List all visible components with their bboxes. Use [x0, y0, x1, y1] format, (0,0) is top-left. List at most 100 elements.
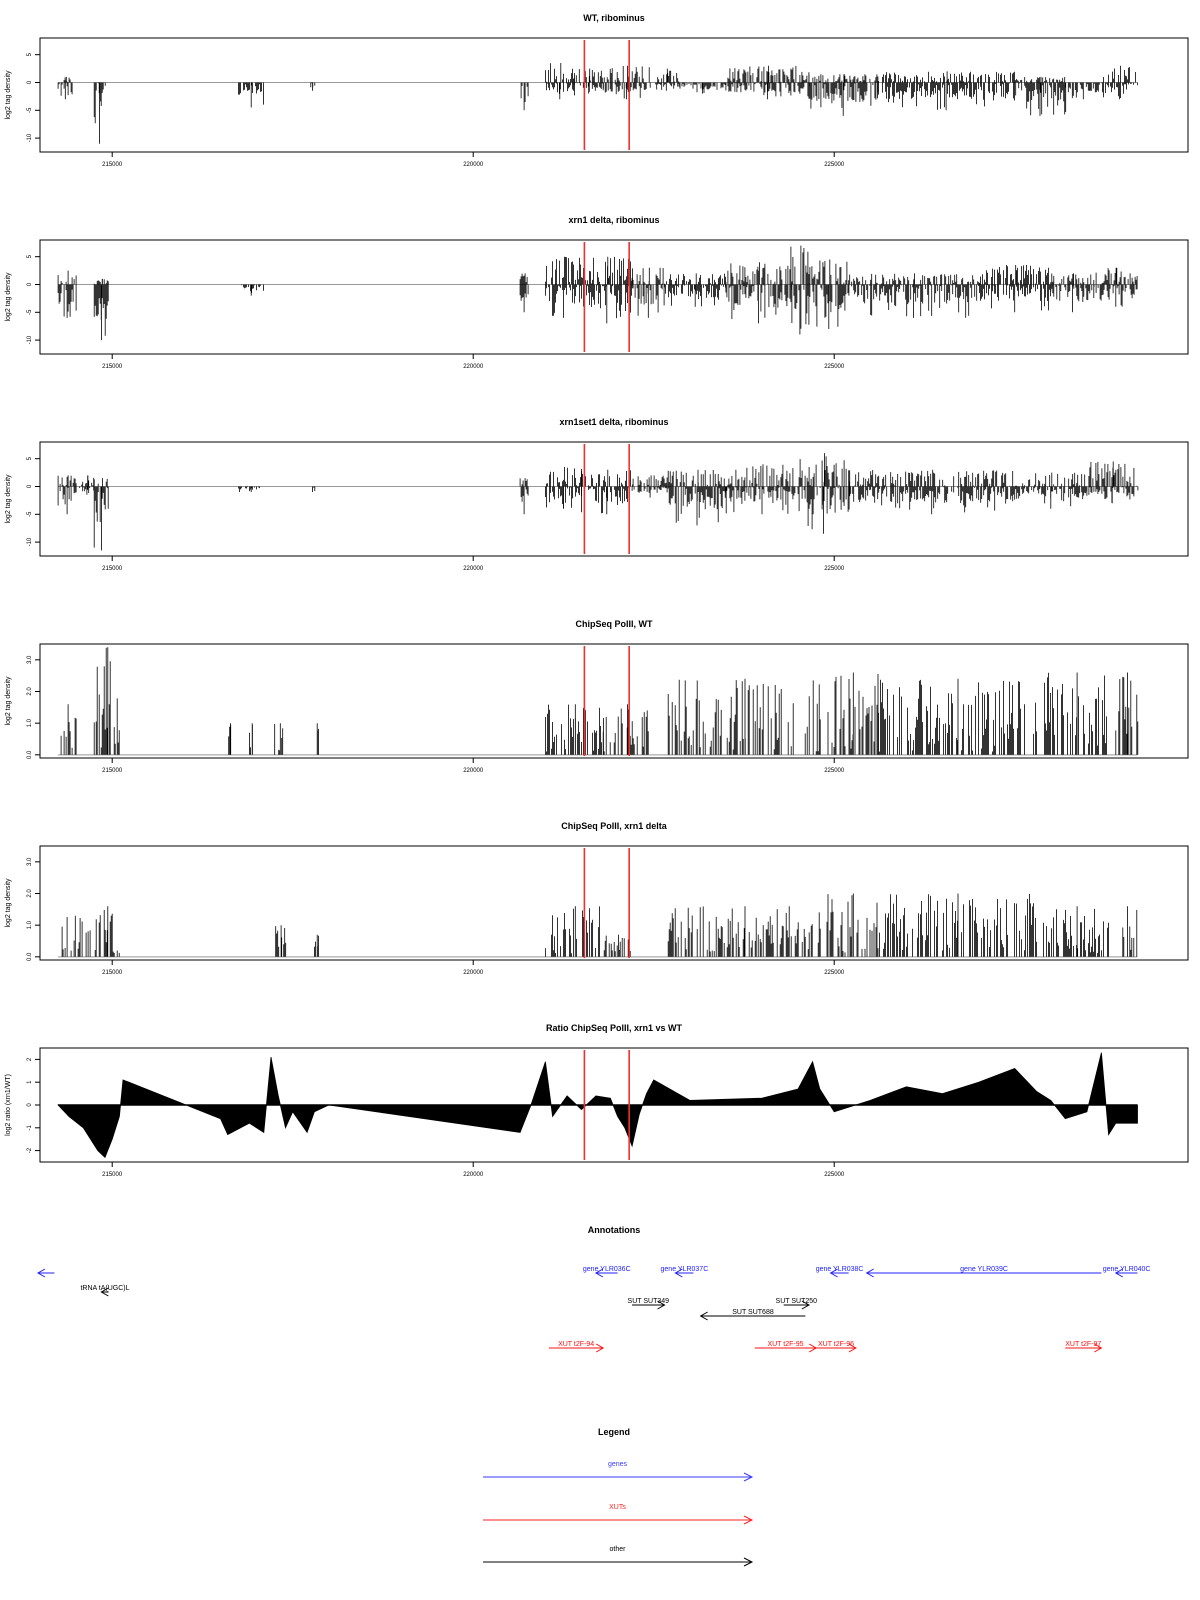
- annotation-gene: gene YLR038C: [816, 1266, 864, 1278]
- y-axis-label: log2 tag density: [5, 878, 12, 928]
- legend-label: other: [610, 1546, 627, 1553]
- signal-bars: [725, 262, 792, 324]
- signal-segment: [79, 475, 95, 495]
- signal-segment: [1102, 65, 1138, 100]
- panel-4: ChipSeq PolII, WT log2 tag density 0.0 1.0 2…: [5, 619, 1189, 774]
- signal-segment: [520, 82, 529, 111]
- signal-segment: [725, 65, 810, 100]
- arrow-head: [100, 1287, 109, 1297]
- signal-bars: [790, 245, 810, 335]
- arrow-head: [657, 1300, 666, 1310]
- panel-frame: [39, 37, 1189, 153]
- y-axis-label: log2 tag density: [5, 272, 12, 322]
- signal-bars: [1064, 82, 1102, 100]
- signal-bars: [848, 273, 980, 318]
- plot-area: [57, 242, 1138, 352]
- signal-segment: [678, 82, 727, 94]
- signal-bars: [228, 723, 232, 755]
- signal-bars: [57, 76, 73, 100]
- signal-bars: [979, 265, 1051, 313]
- signal-segment: [878, 678, 1037, 755]
- signal-segment: [519, 478, 529, 515]
- signal-segment: [60, 704, 77, 755]
- signal-segment: [827, 672, 879, 755]
- panel-title: xrn1 delta, ribominus: [568, 215, 659, 225]
- y-tick-label: 5: [27, 254, 33, 258]
- edge-gene-arrow: [36, 1268, 55, 1278]
- annotation-gene: gene YLR037C: [661, 1266, 708, 1278]
- signal-bars: [249, 723, 253, 755]
- annotation-label: XUT t2F-94: [558, 1341, 594, 1348]
- signal-segment: [631, 475, 668, 498]
- annotation-label: tRNA tA(UGC)L: [80, 1285, 129, 1292]
- signal-segment: [1064, 82, 1102, 100]
- arrow-head: [674, 1268, 683, 1278]
- y-tick-label: -1: [27, 1124, 33, 1130]
- panel-title: xrn1set1 delta, ribominus: [559, 417, 668, 427]
- panel-title: WT, ribominus: [583, 13, 645, 23]
- signal-bars: [879, 893, 1037, 957]
- y-tick-label: 0: [27, 1103, 33, 1107]
- annotation-other: SUT SUT688: [699, 1309, 806, 1321]
- signal-segment: [655, 68, 680, 91]
- signal-segment: [312, 486, 316, 492]
- signal-segment: [228, 723, 232, 755]
- signal-segment: [664, 273, 726, 307]
- signal-segment: [57, 475, 77, 515]
- y-axis-label: log2 tag density: [5, 676, 12, 726]
- signal-segment: [519, 273, 529, 313]
- x-tick-label: 220000: [463, 970, 484, 976]
- signal-bars: [1102, 65, 1138, 100]
- panel-title: Ratio ChipSeq PolII, xrn1 vs WT: [546, 1023, 683, 1033]
- signal-bars: [519, 478, 529, 515]
- signal-bars: [93, 478, 109, 551]
- annotation-other: tRNA tA(UGC)L: [80, 1285, 130, 1297]
- signal-segment: [57, 76, 73, 100]
- signal-bars: [725, 65, 810, 100]
- signal-bars: [848, 469, 1015, 515]
- y-tick-label: 2.0: [27, 889, 33, 898]
- y-tick-label: 1.0: [27, 718, 33, 727]
- signal-segment: [1014, 472, 1088, 509]
- signal-bars: [520, 82, 529, 111]
- annotation-label: SUT SUT688: [732, 1309, 774, 1316]
- signal-bars: [827, 672, 879, 755]
- y-tick-label: -10: [27, 537, 33, 546]
- signal-segment: [848, 469, 1015, 515]
- arrow-head: [36, 1268, 46, 1278]
- signal-bars: [1122, 906, 1138, 957]
- signal-bars: [1044, 672, 1107, 755]
- annotation-xut: XUT t2F-95: [754, 1341, 818, 1353]
- annotations-panel: Annotations gene YLR036C gene YLR037C gene …: [36, 1225, 1151, 1353]
- signal-bars: [316, 723, 319, 755]
- signal-segment: [1044, 672, 1107, 755]
- signal-bars: [519, 273, 529, 313]
- y-axis-label: log2 tag density: [5, 474, 12, 524]
- signal-bars: [57, 475, 77, 515]
- signal-bars: [808, 259, 850, 329]
- signal-bars: [314, 934, 319, 957]
- x-tick-label: 220000: [463, 364, 484, 370]
- signal-segment: [808, 74, 879, 116]
- signal-segment: [238, 486, 260, 492]
- annotation-xut: XUT t2F-96: [816, 1341, 857, 1353]
- legend-entry-XUTs: XUTs: [483, 1504, 754, 1525]
- signal-bars: [1093, 267, 1138, 307]
- signal-segment: [877, 71, 1015, 111]
- signal-bars: [545, 704, 604, 755]
- legend-panel: Legend genes XUTs other: [483, 1427, 754, 1567]
- signal-segment: [545, 256, 581, 318]
- signal-bars: [93, 82, 106, 144]
- signal-bars: [581, 256, 633, 324]
- annotation-gene: gene YLR040C: [1103, 1266, 1151, 1278]
- signal-segment: [879, 893, 1037, 957]
- y-tick-label: 3.0: [27, 857, 33, 866]
- y-tick-label: 2.0: [27, 687, 33, 696]
- y-tick-label: -2: [27, 1147, 33, 1153]
- signal-bars: [94, 906, 120, 957]
- signal-segment: [667, 678, 821, 755]
- signal-segment: [808, 259, 850, 329]
- legend-arrow-head: [743, 1515, 754, 1525]
- signal-segment: [1093, 267, 1138, 307]
